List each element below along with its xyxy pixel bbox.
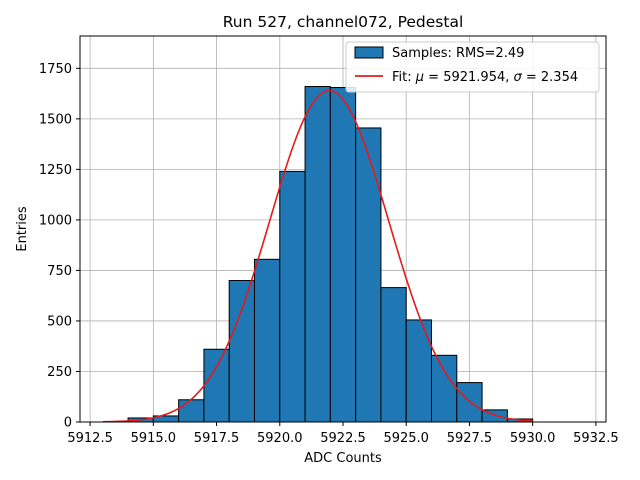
histogram-bar xyxy=(355,127,382,423)
histogram-bar xyxy=(203,348,230,423)
histogram-bar xyxy=(431,354,458,423)
x-tick-label: 5912.5 xyxy=(67,431,113,446)
legend: Samples: RMS=2.49 Fit: μ = 5921.954, σ =… xyxy=(345,41,600,93)
x-tick-label: 5930.0 xyxy=(510,431,556,446)
fit-curve-group xyxy=(102,89,533,423)
legend-label-fit: Fit: μ = 5921.954, σ = 2.354 xyxy=(392,70,578,85)
chart-title: Run 527, channel072, Pedestal xyxy=(223,13,464,31)
histogram-bar xyxy=(228,280,255,423)
legend-label-samples: Samples: RMS=2.49 xyxy=(392,46,524,61)
y-tick-label: 500 xyxy=(47,314,72,329)
x-axis-label: ADC Counts xyxy=(304,451,382,466)
legend-box xyxy=(345,41,600,93)
histogram-bar xyxy=(405,319,433,423)
fit-curve xyxy=(102,89,533,423)
histogram-bar xyxy=(178,399,205,423)
legend-fit-prefix: Fit: xyxy=(392,70,416,85)
legend-swatch-samples xyxy=(354,46,384,59)
y-tick-label: 1250 xyxy=(39,163,72,178)
y-tick-label: 1750 xyxy=(39,62,72,77)
x-tick-label: 5920.0 xyxy=(257,431,303,446)
y-axis-label: Entries xyxy=(15,206,30,252)
histogram-bar xyxy=(253,258,281,423)
legend-fit-sigma-value: = 2.354 xyxy=(522,70,578,85)
histogram-bar xyxy=(380,287,407,423)
legend-fit-mu-value: = 5921.954, xyxy=(424,70,513,85)
histogram-bar xyxy=(304,86,331,423)
x-axis-ticks: 5912.5 5915.0 5917.5 5920.0 5922.5 5925.0 5927… xyxy=(67,422,619,446)
y-tick-label: 750 xyxy=(47,264,72,279)
y-tick-label: 1000 xyxy=(39,213,72,228)
x-tick-label: 5915.0 xyxy=(131,431,177,446)
legend-fit-sigma-symbol: σ xyxy=(514,70,523,85)
legend-fit-mu-symbol: μ xyxy=(415,70,424,85)
x-tick-label: 5932.5 xyxy=(573,431,619,446)
y-tick-label: 250 xyxy=(47,365,72,380)
x-tick-label: 5925.0 xyxy=(383,431,429,446)
y-tick-label: 0 xyxy=(64,416,72,431)
histogram-bar xyxy=(279,170,306,423)
histogram-bar xyxy=(329,87,357,423)
x-tick-label: 5917.5 xyxy=(194,431,240,446)
x-tick-label: 5922.5 xyxy=(320,431,366,446)
y-axis-ticks: 0 250 500 750 1000 1250 1500 1750 xyxy=(39,62,80,431)
y-tick-label: 1500 xyxy=(39,112,72,127)
x-tick-label: 5927.5 xyxy=(447,431,493,446)
